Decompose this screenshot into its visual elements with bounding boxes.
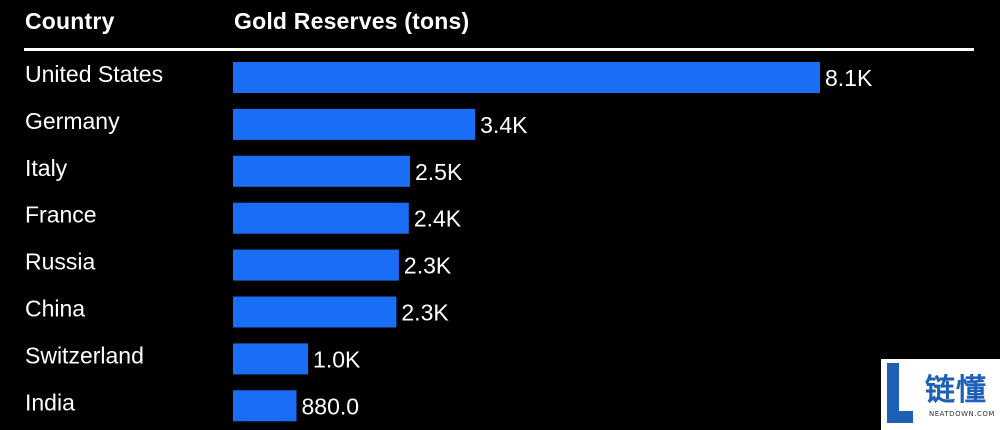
category-label: France xyxy=(25,202,97,228)
bar xyxy=(233,296,397,328)
logo-l-icon xyxy=(887,363,913,423)
bar xyxy=(233,249,399,281)
value-label: 2.4K xyxy=(414,206,462,232)
bar xyxy=(233,202,409,234)
category-label: Germany xyxy=(25,108,120,134)
bar xyxy=(233,343,309,375)
value-label: 880.0 xyxy=(302,393,360,419)
category-label: China xyxy=(25,296,85,322)
category-label: United States xyxy=(25,61,163,87)
value-label: 8.1K xyxy=(825,65,873,91)
logo-subtext: NEATDOWN.COM xyxy=(929,410,995,418)
value-column-header: Gold Reserves (tons) xyxy=(234,8,470,34)
bar xyxy=(233,155,410,187)
bar xyxy=(233,390,297,422)
category-label: Switzerland xyxy=(25,342,144,368)
category-label: Russia xyxy=(25,249,96,275)
logo-text: 链懂 xyxy=(925,373,987,408)
value-label: 1.0K xyxy=(313,346,361,372)
value-label: 2.3K xyxy=(401,300,449,326)
value-label: 2.5K xyxy=(415,159,463,185)
bar xyxy=(233,108,476,140)
value-label: 2.3K xyxy=(404,253,452,279)
category-column-header: Country xyxy=(25,8,115,34)
watermark-logo: 链懂 NEATDOWN.COM xyxy=(881,359,1000,430)
header-divider xyxy=(24,48,974,51)
value-label: 3.4K xyxy=(480,112,528,138)
category-label: Italy xyxy=(25,155,68,181)
category-label: India xyxy=(25,389,75,415)
bar xyxy=(233,62,820,93)
